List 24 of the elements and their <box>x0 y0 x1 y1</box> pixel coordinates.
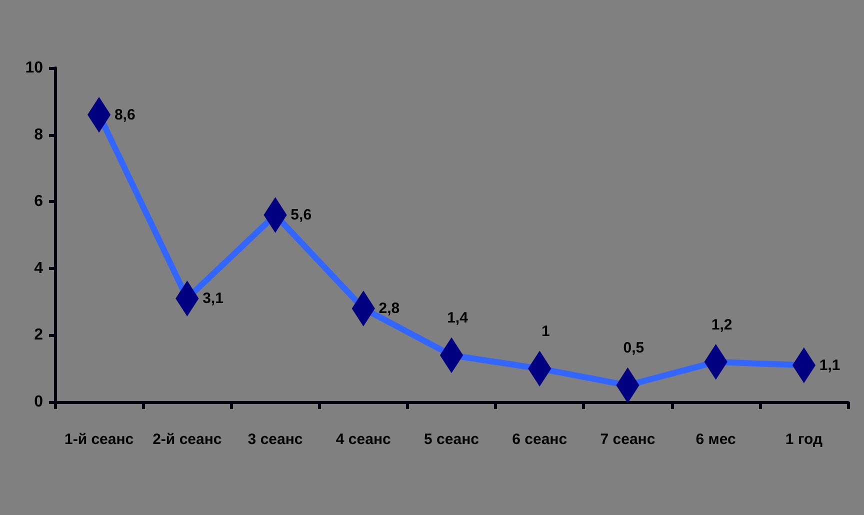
y-tick-label: 10 <box>25 60 44 76</box>
data-label: 1,4 <box>447 310 469 327</box>
y-tick-label: 4 <box>34 260 44 277</box>
x-tick-label: 5 сеанс <box>424 431 479 448</box>
y-tick-label: 8 <box>34 126 44 144</box>
data-label: 2,8 <box>378 300 400 317</box>
data-label: 3,1 <box>202 290 224 307</box>
x-tick-label: 7 сеанс <box>600 431 656 448</box>
data-label: 1,2 <box>711 316 732 334</box>
x-tick-label: 6 мес <box>696 431 736 448</box>
x-tick-label: 2-й сеанс <box>152 431 222 448</box>
x-tick-label: 1 год <box>785 431 823 448</box>
x-tick-label: 6 сеанс <box>512 431 568 448</box>
data-label: 8,6 <box>114 106 136 124</box>
data-label: 1 <box>541 322 550 340</box>
x-tick-label: 3 сеанс <box>248 431 303 448</box>
data-label: 5,6 <box>290 206 312 224</box>
y-tick-label: 2 <box>34 326 44 344</box>
x-tick-label: 4 сеанс <box>336 431 391 448</box>
y-tick-label: 0 <box>34 394 44 410</box>
x-tick-label: 1-й сеанс <box>64 431 134 448</box>
data-label: 1,1 <box>819 356 840 374</box>
y-tick-label: 6 <box>34 193 44 210</box>
data-label: 0,5 <box>623 340 644 357</box>
